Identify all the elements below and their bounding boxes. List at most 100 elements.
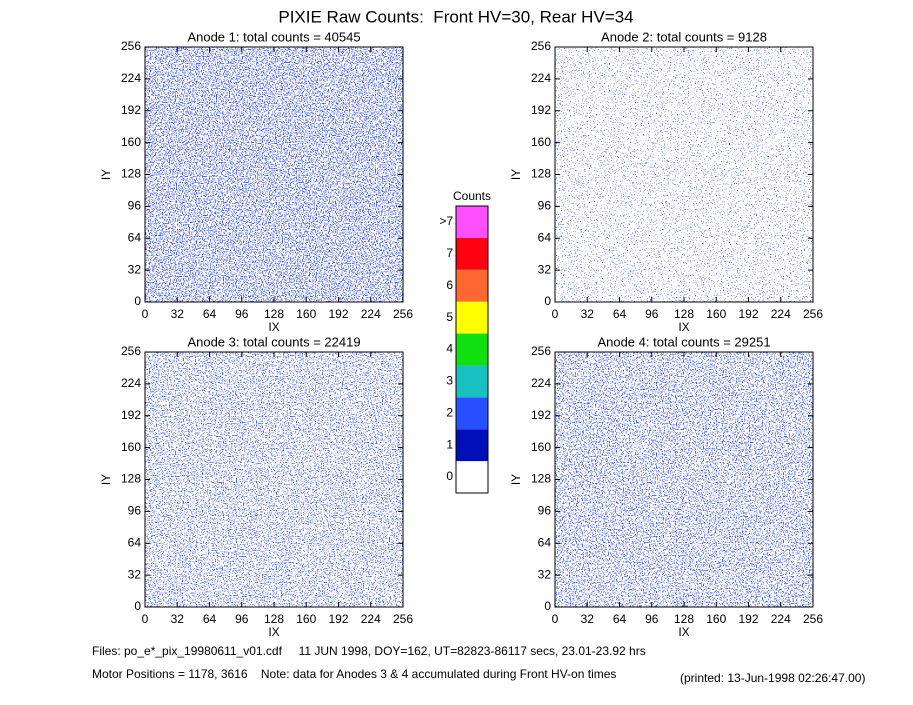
- colorbar-swatch: [456, 206, 488, 238]
- x-axis-label: IX: [678, 320, 689, 334]
- panel: 0 32 64 96 128 160 192 224 256 0 32 64 96 128 160 192 22…: [99, 29, 413, 334]
- y-tick-label: 160: [531, 440, 551, 454]
- colorbar-frame: [455, 205, 489, 494]
- panel-title: Anode 2: total counts = 9128: [601, 29, 767, 44]
- y-tick-label: 160: [121, 135, 141, 149]
- count-speckle: [555, 47, 813, 302]
- colorbar-swatch: [456, 237, 488, 270]
- x-tick-label: 96: [645, 612, 659, 626]
- colorbar-swatch: [456, 333, 488, 366]
- x-tick-label: 224: [771, 612, 791, 626]
- x-tick-label: 0: [552, 307, 559, 321]
- x-tick-label: 96: [645, 307, 659, 321]
- x-tick-label: 160: [706, 307, 726, 321]
- y-tick-label: 128: [531, 167, 551, 181]
- y-tick-label: 32: [128, 567, 142, 581]
- count-speckle: [145, 47, 403, 302]
- y-tick-label: 224: [531, 71, 551, 85]
- colorbar-label: 7: [446, 246, 453, 260]
- x-tick-label: 64: [613, 612, 627, 626]
- x-tick-label: 192: [328, 307, 348, 321]
- colorbar-label: 2: [446, 405, 453, 419]
- panel-title: Anode 4: total counts = 29251: [597, 334, 770, 349]
- x-axis-label: IX: [268, 625, 279, 639]
- y-tick-label: 64: [128, 230, 142, 244]
- x-tick-label: 192: [328, 612, 348, 626]
- panel: 0 32 64 96 128 160 192 224 256 0 32 64 96 128 160 192 22…: [509, 29, 823, 334]
- x-tick-label: 128: [674, 307, 694, 321]
- y-tick-label: 0: [544, 599, 551, 613]
- colorbar-swatch: [456, 301, 488, 334]
- colorbar-swatch: [456, 397, 488, 430]
- x-tick-label: 0: [552, 612, 559, 626]
- y-tick-label: 64: [128, 535, 142, 549]
- colorbar-swatch: [456, 461, 488, 493]
- x-tick-label: 224: [361, 307, 381, 321]
- y-axis-label: IY: [509, 169, 523, 180]
- x-tick-label: 32: [581, 307, 595, 321]
- x-tick-label: 192: [738, 612, 758, 626]
- x-tick-label: 256: [393, 307, 413, 321]
- y-tick-label: 224: [531, 376, 551, 390]
- colorbar-title: Counts: [453, 189, 491, 203]
- count-speckle: [145, 352, 403, 607]
- x-tick-label: 160: [296, 612, 316, 626]
- page-title: PIXIE Raw Counts: Front HV=30, Rear HV=3…: [278, 7, 633, 26]
- colorbar-label: 3: [446, 374, 453, 388]
- x-tick-label: 128: [264, 307, 284, 321]
- colorbar-swatch: [456, 269, 488, 302]
- y-tick-label: 96: [128, 504, 142, 518]
- footer-printed: (printed: 13-Jun-1998 02:26:47.00): [680, 671, 865, 685]
- y-tick-label: 96: [538, 504, 552, 518]
- y-tick-label: 256: [531, 344, 551, 358]
- x-tick-label: 160: [296, 307, 316, 321]
- panel: 0 32 64 96 128 160 192 224 256 0 32 64 96 128 160 192 22…: [99, 334, 413, 639]
- x-tick-label: 32: [581, 612, 595, 626]
- y-tick-label: 128: [531, 472, 551, 486]
- footer-motor: Motor Positions = 1178, 3616 Note: data …: [92, 667, 616, 681]
- footer-files: Files: po_e*_pix_19980611_v01.cdf 11 JUN…: [92, 644, 646, 658]
- x-tick-label: 32: [171, 612, 185, 626]
- x-tick-label: 64: [203, 307, 217, 321]
- y-tick-label: 192: [121, 103, 141, 117]
- x-tick-label: 64: [203, 612, 217, 626]
- x-tick-label: 128: [674, 612, 694, 626]
- y-tick-label: 96: [538, 199, 552, 213]
- colorbar-label: 4: [446, 342, 453, 356]
- y-tick-label: 0: [134, 294, 141, 308]
- colorbar-swatch: [456, 365, 488, 398]
- y-tick-label: 32: [538, 262, 552, 276]
- y-tick-label: 0: [544, 294, 551, 308]
- y-tick-label: 160: [121, 440, 141, 454]
- y-tick-label: 192: [531, 103, 551, 117]
- y-tick-label: 128: [121, 167, 141, 181]
- colorbar-label: 0: [446, 469, 453, 483]
- x-tick-label: 256: [803, 307, 823, 321]
- y-tick-label: 64: [538, 535, 552, 549]
- x-tick-label: 128: [264, 612, 284, 626]
- x-tick-label: 160: [706, 612, 726, 626]
- x-tick-label: 256: [803, 612, 823, 626]
- x-tick-label: 0: [142, 612, 149, 626]
- y-axis-label: IY: [99, 474, 113, 485]
- colorbar-swatch: [456, 429, 488, 462]
- y-tick-label: 256: [121, 39, 141, 53]
- x-tick-label: 96: [235, 612, 249, 626]
- y-axis-label: IY: [509, 474, 523, 485]
- x-axis-label: IX: [678, 625, 689, 639]
- y-tick-label: 160: [531, 135, 551, 149]
- y-tick-label: 192: [121, 408, 141, 422]
- y-tick-label: 64: [538, 230, 552, 244]
- x-tick-label: 96: [235, 307, 249, 321]
- y-tick-label: 256: [121, 344, 141, 358]
- y-axis-label: IY: [99, 169, 113, 180]
- colorbar-label: 5: [446, 310, 453, 324]
- colorbar-label: 1: [446, 437, 453, 451]
- y-tick-label: 96: [128, 199, 142, 213]
- y-tick-label: 32: [128, 262, 142, 276]
- x-axis-label: IX: [268, 320, 279, 334]
- x-tick-label: 192: [738, 307, 758, 321]
- colorbar-label: 6: [446, 278, 453, 292]
- y-tick-label: 224: [121, 71, 141, 85]
